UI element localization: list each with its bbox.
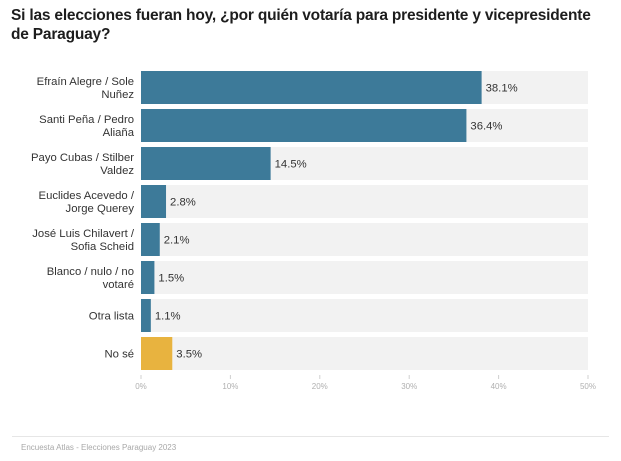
chart-title: Si las elecciones fueran hoy, ¿por quién… [11, 7, 591, 43]
category-label: Santi Peña / Pedro [39, 114, 134, 126]
category-label: Efraín Alegre / Sole [37, 76, 134, 88]
bar-track [141, 337, 588, 370]
x-tick-label: 10% [222, 382, 238, 391]
footer-source: Encuesta Atlas - Elecciones Paraguay 202… [21, 443, 177, 452]
value-label: 38.1% [486, 83, 518, 95]
bar-track [141, 299, 588, 332]
x-tick-label: 0% [135, 382, 147, 391]
category-label: José Luis Chilavert / [32, 228, 135, 240]
value-label: 3.5% [176, 349, 202, 361]
category-label: Blanco / nulo / no [47, 266, 134, 278]
bar [141, 185, 167, 218]
category-label: Payo Cubas / Stilber [31, 152, 134, 164]
footer-divider [12, 436, 609, 437]
bar [141, 223, 160, 256]
bar [141, 71, 482, 104]
bar [141, 147, 271, 180]
x-tick-label: 40% [491, 382, 507, 391]
bar [141, 109, 467, 142]
bar-track [141, 185, 588, 218]
x-tick-label: 30% [401, 382, 417, 391]
category-label: Euclides Acevedo / [39, 190, 135, 202]
category-label: Valdez [100, 165, 134, 177]
value-label: 36.4% [470, 121, 502, 133]
bar [141, 299, 151, 332]
bar [141, 261, 155, 294]
bar-track [141, 261, 588, 294]
category-label: No sé [104, 349, 134, 361]
value-label: 2.1% [164, 235, 190, 247]
x-tick-label: 50% [580, 382, 596, 391]
category-label: Aliaña [103, 127, 135, 139]
category-label: Jorge Querey [66, 203, 135, 215]
value-label: 14.5% [275, 159, 307, 171]
value-label: 2.8% [170, 197, 196, 209]
value-label: 1.5% [158, 273, 184, 285]
bar-track [141, 223, 588, 256]
bar [141, 337, 173, 370]
category-label: Nuñez [101, 89, 134, 101]
x-tick-label: 20% [312, 382, 328, 391]
category-label: Otra lista [89, 311, 135, 323]
category-label: Sofia Scheid [71, 241, 134, 253]
value-label: 1.1% [155, 311, 181, 323]
category-label: votaré [103, 279, 134, 291]
